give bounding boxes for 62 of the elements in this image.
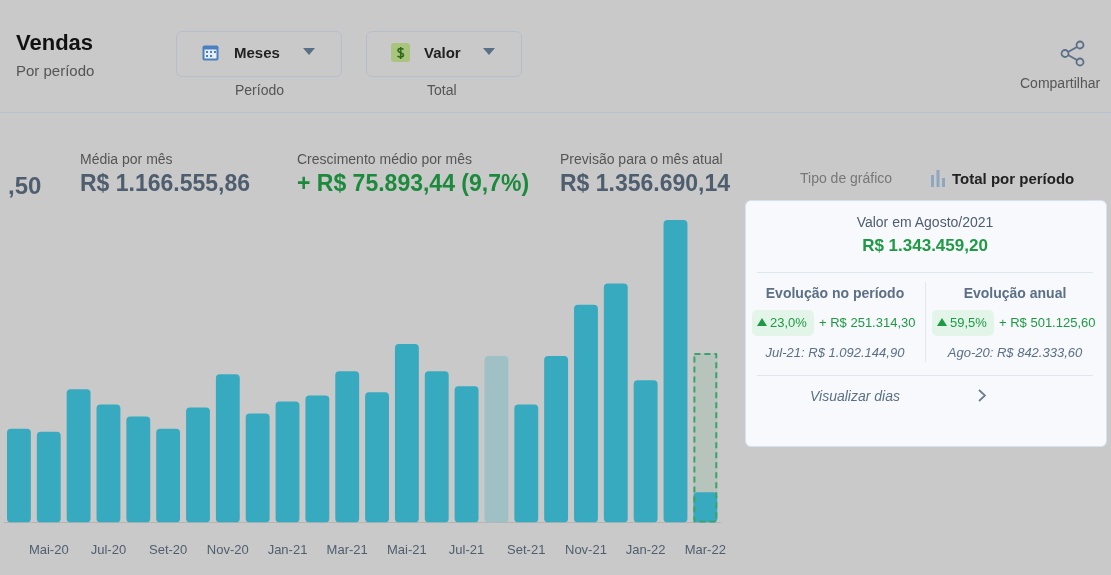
x-tick-label: Mai-21 <box>387 541 427 557</box>
x-tick-label: Set-21 <box>507 541 546 557</box>
x-tick-label: Jul-20 <box>90 541 127 557</box>
bar <box>36 431 61 523</box>
text: R$ 1.356.690,14 <box>560 170 731 197</box>
text: + R$ 75.893,44 (9,7%) <box>297 170 530 197</box>
text: ,50 <box>8 172 42 200</box>
bar <box>245 413 270 523</box>
text: Média por mês <box>80 151 173 167</box>
text: R$ 1.166.555,86 <box>80 170 251 197</box>
bar <box>275 401 300 523</box>
bar <box>66 389 91 523</box>
text: Visualizar dias <box>809 388 901 404</box>
chart-title: Vendas <box>16 30 94 56</box>
bar <box>544 356 569 523</box>
bar <box>574 304 598 523</box>
chart-subtitle: Por período <box>16 62 95 79</box>
text: R$ 1.343.459,20 <box>861 236 989 256</box>
bar <box>305 395 330 523</box>
bar <box>424 371 449 523</box>
x-tick-label: Mar-22 <box>684 541 726 557</box>
text: Total por período <box>952 170 1075 187</box>
bar <box>215 374 240 523</box>
text: 59,5% <box>950 315 987 330</box>
bar <box>126 416 151 523</box>
bar <box>394 343 419 523</box>
text: Período <box>235 82 285 98</box>
bar <box>365 392 389 523</box>
x-tick-label: Jan-21 <box>267 541 308 557</box>
bar <box>186 407 210 523</box>
x-tick-label: Mar-21 <box>326 541 368 557</box>
bar <box>156 428 181 523</box>
text: Tipo de gráfico <box>800 170 893 186</box>
bar <box>6 428 31 523</box>
text: Meses <box>234 44 280 61</box>
text: Ago-20: R$ 842.333,60 <box>946 345 1084 360</box>
bar <box>603 283 628 523</box>
text: Total <box>427 82 457 98</box>
x-tick-label: Nov-20 <box>206 541 249 557</box>
text: Evolução no período <box>764 285 906 301</box>
text: Valor em Agosto/2021 <box>855 214 995 230</box>
x-tick-label: Mai-20 <box>28 541 69 557</box>
text: Previsão para o mês atual <box>560 151 723 167</box>
x-tick-label: Nov-21 <box>564 541 607 557</box>
bar <box>454 386 479 523</box>
text: Evolução anual <box>962 285 1068 301</box>
text: Valor <box>424 44 461 61</box>
text: Crescimento médio por mês <box>297 151 473 167</box>
x-tick-label: Jul-21 <box>448 541 485 557</box>
bar <box>96 404 121 523</box>
bar <box>633 380 658 523</box>
text: Jul-21: R$ 1.092.144,90 <box>764 345 906 360</box>
x-tick-label: Set-20 <box>148 541 188 557</box>
text: + R$ 501.125,60 <box>999 315 1096 330</box>
bar <box>663 220 688 523</box>
bar <box>514 404 539 523</box>
bar <box>484 356 509 523</box>
bar <box>335 371 360 523</box>
text: Compartilhar <box>1020 75 1101 91</box>
text: + R$ 251.314,30 <box>819 315 916 330</box>
text: 23,0% <box>770 315 807 330</box>
x-tick-label: Jan-22 <box>625 541 666 557</box>
